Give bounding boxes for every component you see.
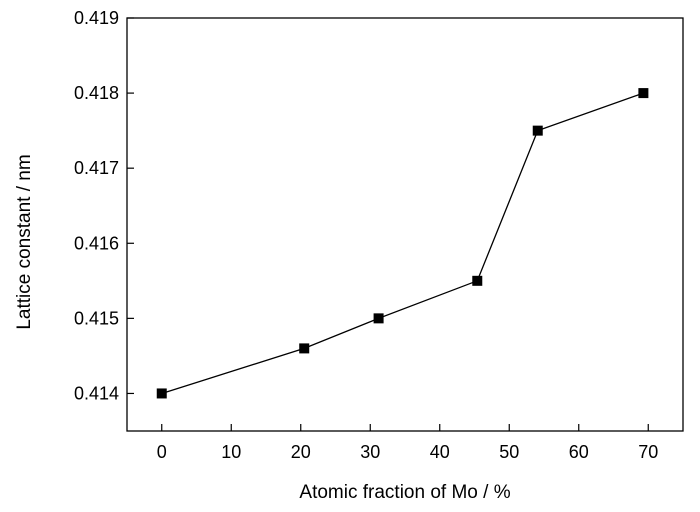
- y-tick-label: 0.416: [74, 233, 119, 253]
- data-point: [373, 313, 384, 324]
- x-tick-label: 30: [360, 442, 380, 462]
- x-tick-label: 0: [157, 442, 167, 462]
- x-tick-label: 60: [569, 442, 589, 462]
- x-axis-label: Atomic fraction of Mo / %: [299, 482, 510, 503]
- data-point: [638, 88, 649, 99]
- y-tick-label: 0.417: [74, 158, 119, 178]
- y-tick-label: 0.414: [74, 383, 119, 403]
- y-tick-label: 0.418: [74, 83, 119, 103]
- x-tick-label: 10: [221, 442, 241, 462]
- data-point: [472, 275, 483, 286]
- x-tick-label: 40: [430, 442, 450, 462]
- y-tick-label: 0.419: [74, 8, 119, 28]
- y-axis-label: Lattice constant / nm: [14, 154, 35, 329]
- y-tick-label: 0.415: [74, 308, 119, 328]
- data-point: [156, 388, 167, 399]
- series-line: [161, 92, 644, 395]
- x-tick-label: 70: [638, 442, 658, 462]
- x-tick-label: 20: [291, 442, 311, 462]
- x-tick-label: 50: [499, 442, 519, 462]
- plot-area: [156, 88, 649, 399]
- axes: 0 10 20 30 40 50 60 70 0.414 0.415 0.416 0.417 0.418…: [74, 8, 684, 462]
- data-point: [532, 125, 543, 136]
- plot-frame: [126, 17, 684, 432]
- data-point: [299, 343, 310, 354]
